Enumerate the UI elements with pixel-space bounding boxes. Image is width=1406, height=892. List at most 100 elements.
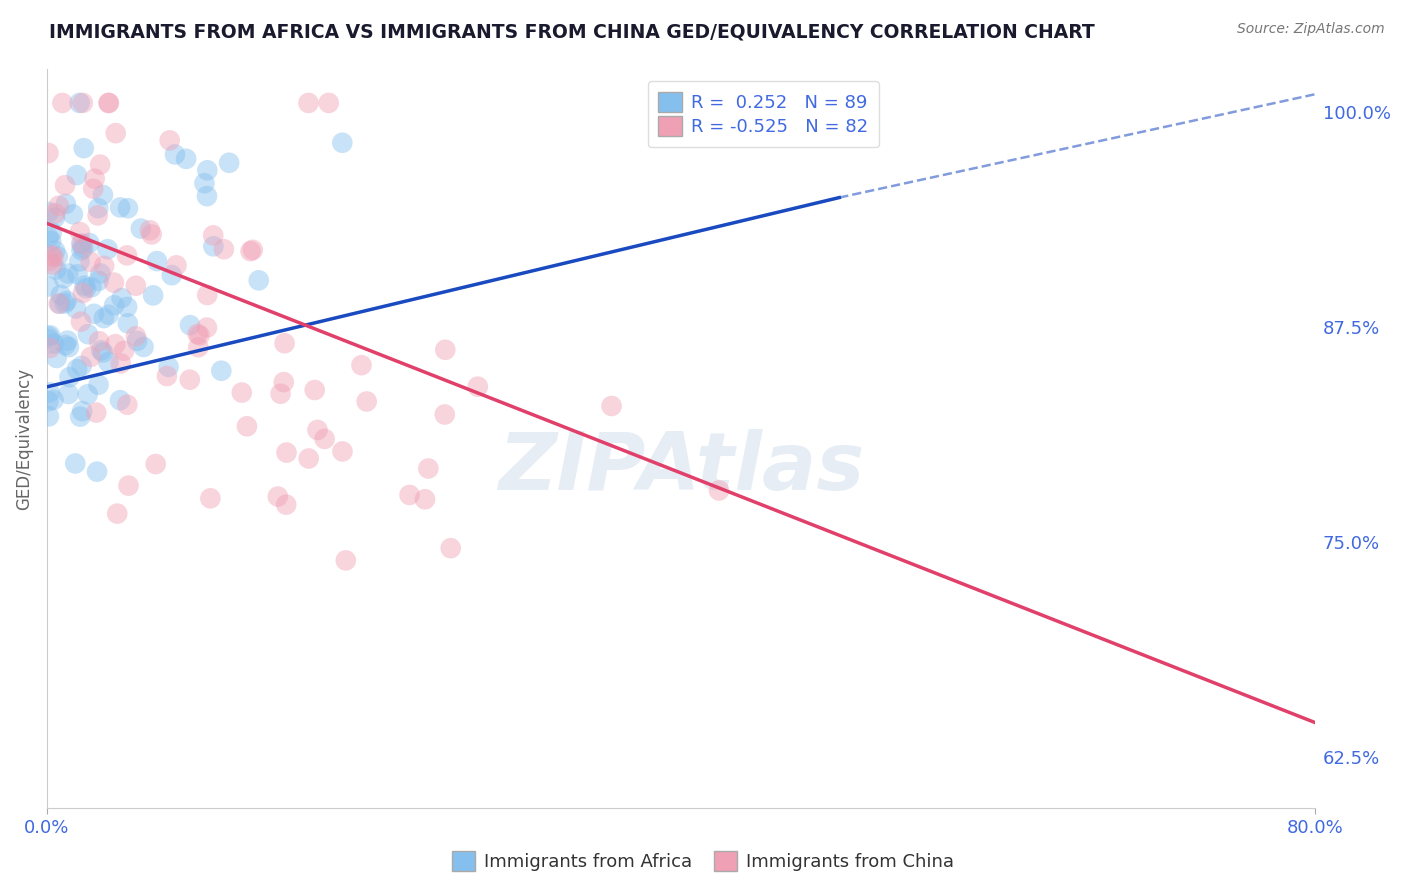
- Legend: R =  0.252   N = 89, R = -0.525   N = 82: R = 0.252 N = 89, R = -0.525 N = 82: [648, 81, 879, 147]
- Point: [187, 340, 209, 354]
- Point: [434, 343, 457, 357]
- Point: [298, 451, 321, 466]
- Point: [69, 95, 91, 110]
- Point: [66, 168, 89, 182]
- Point: [125, 329, 148, 343]
- Point: [39, 341, 62, 355]
- Point: [195, 320, 218, 334]
- Point: [160, 268, 183, 282]
- Point: [82, 182, 104, 196]
- Point: [66, 362, 89, 376]
- Point: [89, 158, 111, 172]
- Point: [72, 241, 94, 255]
- Point: [53, 296, 76, 310]
- Point: [97, 355, 120, 369]
- Point: [49, 288, 72, 302]
- Point: [156, 369, 179, 384]
- Point: [73, 141, 96, 155]
- Point: [433, 408, 456, 422]
- Point: [163, 147, 186, 161]
- Point: [38, 385, 60, 400]
- Point: [55, 293, 77, 308]
- Point: [42, 257, 65, 271]
- Point: [39, 253, 62, 268]
- Point: [41, 225, 63, 239]
- Point: [37, 145, 59, 160]
- Point: [146, 254, 169, 268]
- Point: [418, 461, 440, 475]
- Point: [89, 267, 111, 281]
- Point: [72, 285, 94, 300]
- Point: [307, 423, 329, 437]
- Point: [108, 393, 131, 408]
- Point: [80, 280, 103, 294]
- Point: [707, 483, 730, 498]
- Point: [46, 249, 69, 263]
- Point: [115, 300, 138, 314]
- Point: [38, 230, 60, 244]
- Point: [48, 296, 70, 310]
- Point: [273, 375, 295, 389]
- Point: [69, 225, 91, 239]
- Point: [273, 336, 295, 351]
- Point: [242, 243, 264, 257]
- Y-axis label: GED/Equivalency: GED/Equivalency: [15, 368, 32, 509]
- Point: [70, 404, 93, 418]
- Point: [52, 271, 75, 285]
- Point: [239, 244, 262, 259]
- Point: [77, 327, 100, 342]
- Point: [202, 228, 225, 243]
- Point: [44, 211, 66, 225]
- Point: [70, 236, 93, 251]
- Point: [48, 199, 70, 213]
- Point: [117, 478, 139, 492]
- Point: [55, 197, 77, 211]
- Point: [104, 126, 127, 140]
- Point: [53, 178, 76, 193]
- Point: [42, 392, 65, 407]
- Point: [297, 95, 319, 110]
- Point: [335, 553, 357, 567]
- Point: [276, 445, 298, 459]
- Point: [276, 498, 298, 512]
- Point: [350, 358, 373, 372]
- Point: [93, 311, 115, 326]
- Point: [41, 248, 63, 262]
- Point: [37, 394, 59, 409]
- Point: [38, 205, 60, 219]
- Point: [86, 208, 108, 222]
- Point: [51, 95, 73, 110]
- Point: [56, 334, 79, 348]
- Point: [267, 490, 290, 504]
- Point: [195, 163, 218, 178]
- Point: [87, 377, 110, 392]
- Point: [236, 419, 259, 434]
- Legend: Immigrants from Africa, Immigrants from China: Immigrants from Africa, Immigrants from …: [444, 844, 962, 879]
- Point: [58, 267, 80, 281]
- Point: [97, 95, 120, 110]
- Point: [62, 207, 84, 221]
- Point: [87, 334, 110, 349]
- Point: [127, 334, 149, 348]
- Point: [97, 308, 120, 322]
- Point: [110, 291, 132, 305]
- Point: [188, 328, 211, 343]
- Point: [209, 364, 232, 378]
- Point: [97, 95, 120, 110]
- Point: [304, 383, 326, 397]
- Point: [145, 457, 167, 471]
- Point: [132, 340, 155, 354]
- Point: [195, 189, 218, 203]
- Point: [115, 248, 138, 262]
- Point: [440, 541, 463, 556]
- Point: [75, 281, 97, 295]
- Point: [39, 234, 62, 248]
- Point: [103, 298, 125, 312]
- Point: [318, 95, 340, 110]
- Point: [314, 432, 336, 446]
- Point: [91, 345, 114, 359]
- Point: [80, 350, 103, 364]
- Point: [42, 336, 65, 351]
- Point: [108, 201, 131, 215]
- Point: [65, 457, 87, 471]
